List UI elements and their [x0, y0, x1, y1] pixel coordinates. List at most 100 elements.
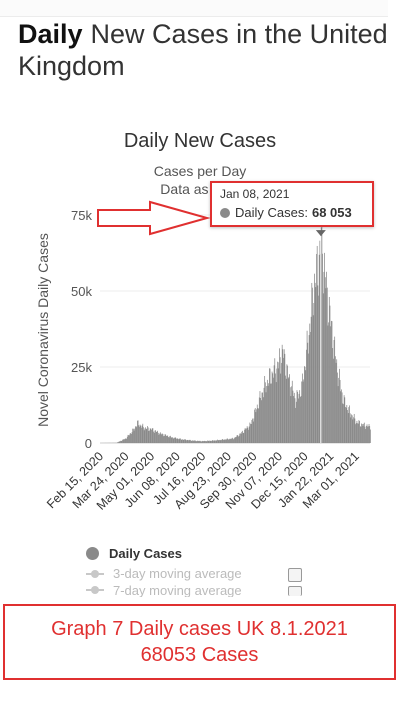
daily-case-bar: [194, 440, 196, 443]
legend-item-7day[interactable]: 7-day moving average: [86, 583, 242, 597]
daily-case-bar: [336, 359, 338, 443]
daily-case-bar: [170, 435, 171, 443]
daily-case-bar: [309, 323, 311, 443]
daily-case-bar: [281, 362, 282, 443]
daily-case-bar: [196, 440, 198, 443]
daily-case-bar: [348, 407, 350, 443]
daily-case-bar: [196, 441, 198, 443]
daily-case-bar: [162, 434, 164, 443]
legend-item-daily-cases[interactable]: Daily Cases: [86, 546, 182, 561]
daily-case-bar: [151, 429, 152, 443]
daily-case-bar: [145, 429, 147, 443]
daily-case-bar: [185, 439, 187, 443]
daily-case-bar: [140, 425, 142, 443]
daily-case-bar: [332, 348, 334, 443]
daily-case-bar: [321, 210, 323, 443]
daily-case-bar: [298, 393, 300, 443]
browser-top-strip: [0, 0, 388, 17]
legend-item-3day[interactable]: 3-day moving average: [86, 566, 242, 581]
daily-case-bar: [166, 435, 168, 443]
daily-case-bar: [134, 428, 136, 443]
daily-case-bar: [124, 438, 126, 443]
daily-case-bar: [126, 438, 128, 443]
daily-case-bar: [299, 390, 301, 443]
daily-case-bar: [363, 423, 365, 443]
daily-case-bar: [331, 321, 333, 443]
daily-case-bar: [293, 396, 294, 443]
daily-case-bar: [347, 410, 348, 443]
daily-case-bar: [369, 426, 371, 443]
daily-case-bar: [147, 427, 149, 443]
daily-case-bar: [225, 439, 226, 443]
daily-case-bar: [201, 441, 203, 443]
daily-case-bar: [354, 418, 356, 443]
daily-case-bar: [312, 315, 314, 443]
daily-case-bar: [227, 438, 229, 443]
daily-case-bar: [153, 431, 154, 443]
daily-case-bar: [122, 439, 124, 443]
highlight-marker: [315, 230, 326, 237]
daily-case-bar: [127, 434, 129, 443]
daily-case-bar: [337, 386, 339, 443]
daily-case-bar: [292, 390, 294, 443]
daily-case-bar: [174, 437, 176, 443]
y-tick-label: 0: [85, 436, 92, 451]
daily-case-bar: [168, 436, 169, 443]
daily-case-bar: [142, 423, 144, 443]
daily-case-bar: [130, 434, 132, 443]
daily-case-bar: [225, 439, 227, 443]
daily-case-bar: [270, 383, 272, 443]
daily-case-bar: [206, 441, 208, 443]
daily-case-bar: [141, 427, 142, 443]
daily-case-bar: [322, 253, 323, 443]
daily-case-bar: [269, 368, 271, 443]
daily-case-bar: [338, 377, 340, 443]
daily-case-bar: [340, 391, 342, 443]
daily-case-bar: [279, 348, 280, 443]
daily-case-bar: [301, 373, 303, 443]
daily-case-bar: [341, 392, 343, 443]
daily-case-bar: [229, 438, 231, 443]
daily-case-bar: [303, 379, 305, 443]
daily-case-bar: [295, 407, 297, 443]
daily-case-bar: [248, 429, 249, 443]
tooltip-series-dot: [220, 207, 230, 218]
daily-case-bar: [173, 438, 175, 443]
daily-case-bar: [203, 441, 204, 443]
daily-case-bar: [218, 440, 220, 443]
daily-case-bar: [121, 440, 123, 443]
toggle-7day-checkbox[interactable]: [288, 586, 302, 596]
daily-case-bar: [267, 385, 269, 443]
daily-case-bar: [308, 335, 310, 443]
daily-case-bar: [240, 433, 241, 443]
daily-case-bar: [301, 381, 303, 443]
daily-case-bar: [180, 439, 182, 443]
daily-case-bar: [119, 441, 121, 443]
daily-case-bar: [361, 423, 362, 443]
daily-case-bar: [187, 439, 189, 443]
daily-case-bar: [357, 423, 359, 443]
daily-case-bar: [160, 433, 162, 443]
daily-case-bar: [188, 440, 190, 443]
daily-case-bar: [297, 391, 299, 443]
daily-case-bar: [228, 439, 230, 443]
daily-case-bar: [184, 439, 185, 443]
daily-case-bar: [366, 424, 368, 443]
daily-case-bar: [186, 439, 188, 443]
daily-case-bar: [257, 408, 259, 443]
daily-case-bar: [316, 253, 317, 443]
toggle-3day-checkbox[interactable]: [288, 568, 302, 582]
daily-case-bar: [125, 438, 127, 443]
daily-case-bar: [289, 374, 290, 443]
daily-case-bar: [204, 440, 206, 443]
daily-case-bar: [254, 408, 256, 443]
daily-case-bar: [273, 365, 275, 443]
daily-case-bar: [120, 440, 121, 443]
daily-case-bar: [219, 439, 221, 443]
daily-case-bar: [220, 440, 222, 443]
daily-case-bar: [332, 358, 334, 443]
daily-case-bar: [118, 441, 120, 443]
daily-case-bar: [295, 401, 297, 443]
daily-case-bar: [128, 435, 130, 443]
chart-subtitle: Cases per Day: [153, 163, 247, 179]
